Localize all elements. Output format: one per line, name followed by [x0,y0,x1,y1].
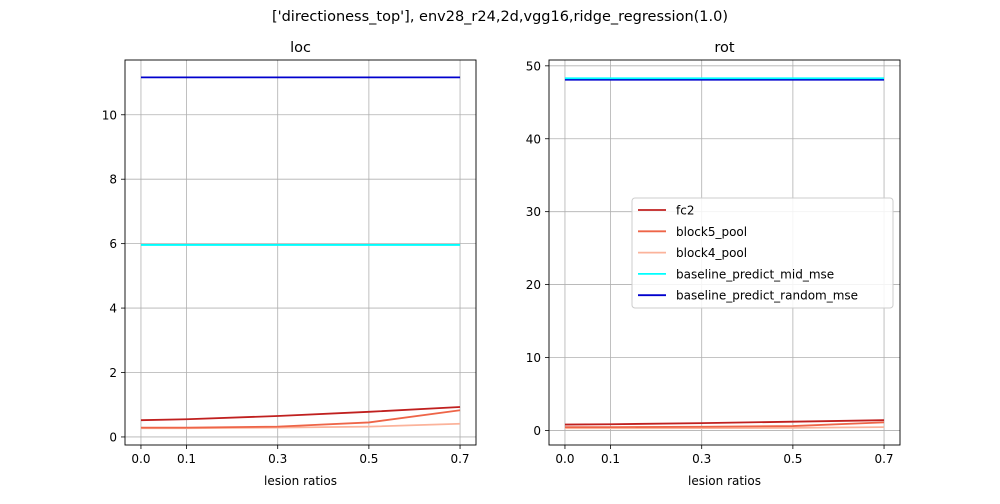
y-tick-label: 0 [533,424,541,438]
series-line-fc2 [140,406,461,422]
y-tick-label: 20 [526,278,541,292]
x-axis-label: lesion ratios [264,474,337,488]
y-tick-label: 10 [526,351,541,365]
y-tick-label: 50 [526,59,541,73]
axes-frame [548,59,901,446]
y-tick-label: 8 [109,173,117,187]
x-tick-label: 0.7 [874,452,893,466]
y-tick-label: 0 [109,430,117,444]
y-tick-label: 4 [109,302,117,316]
series-line-block4-pool [564,426,885,430]
y-tick-label: 6 [109,237,117,251]
axes-title: loc [290,40,311,56]
series-line-block5-pool [140,409,461,429]
x-tick-label: 0.1 [177,452,196,466]
legend-entry: block5_pool [676,225,747,239]
legend-entry: fc2 [676,204,694,218]
series-line-fc2 [564,419,885,426]
legend-entry: baseline_predict_random_mse [676,289,858,303]
x-tick-label: 0.0 [555,452,574,466]
y-tick-label: 10 [102,108,117,122]
y-tick-label: 40 [526,132,541,146]
y-tick-label: 2 [109,366,117,380]
x-tick-label: 0.1 [601,452,620,466]
x-tick-label: 0.5 [783,452,802,466]
x-tick-label: 0.3 [692,452,711,466]
legend-entry: block4_pool [676,246,747,260]
panel-loc: 0.0 0.1 0.3 0.5 0.7 0 2 4 6 8 10 loc lesion ratios [102,40,477,488]
x-tick-label: 0.3 [268,452,287,466]
y-tick-label: 30 [526,205,541,219]
axes-title: rot [714,40,735,56]
x-tick-label: 0.0 [131,452,150,466]
figure-title: ['directioness_top'], env28_r24,2d,vgg16… [272,9,728,25]
x-tick-label: 0.7 [450,452,469,466]
panel-rot: 0.0 0.1 0.3 0.5 0.7 0 10 20 30 40 50 rot lesion rati… [526,40,901,488]
x-tick-label: 0.5 [359,452,378,466]
legend-entry: baseline_predict_mid_mse [676,267,834,281]
series-line-block5-pool [564,421,885,429]
legend-box [631,197,894,309]
legend: fc2 block5_pool block4_pool baseline_predic… [631,197,894,309]
axes-frame [124,59,477,446]
x-axis-label: lesion ratios [688,474,761,488]
